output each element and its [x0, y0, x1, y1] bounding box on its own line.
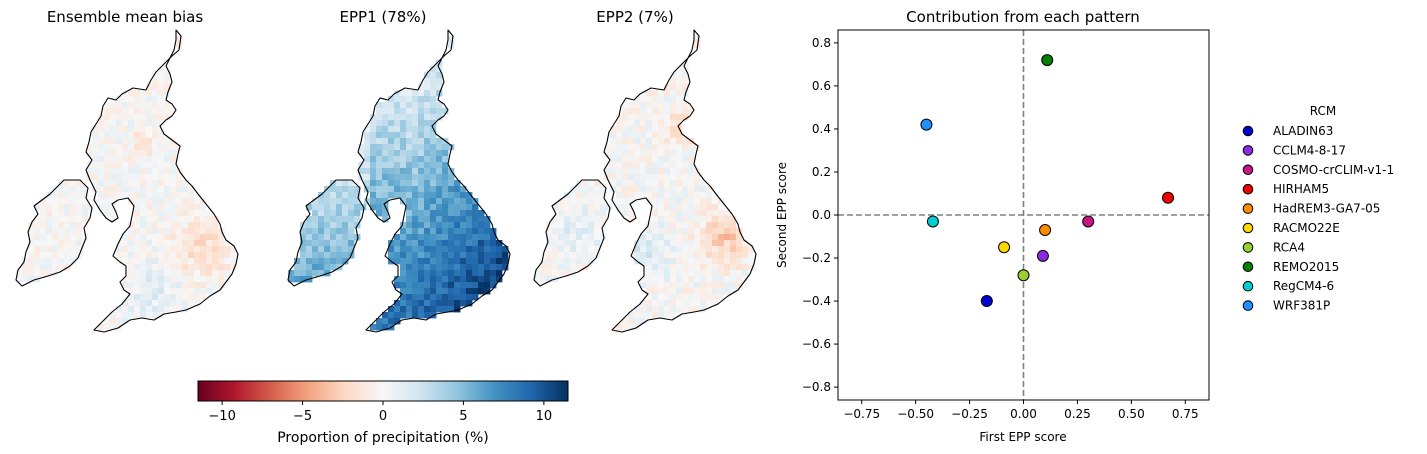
x-axis-label: First EPP score — [979, 430, 1066, 444]
scatter-axes-frame — [837, 29, 1210, 401]
x-tick-label: −0.50 — [897, 407, 934, 421]
map-title-epp1: EPP1 (78%) — [340, 8, 427, 26]
y-tick-label: 0.4 — [812, 122, 831, 136]
y-tick-label: −0.2 — [802, 251, 831, 265]
scatter-point — [1041, 54, 1054, 67]
great-britain — [603, 29, 757, 333]
legend-label: CCLM4-8-17 — [1273, 143, 1346, 157]
colorbar-label: Proportion of precipitation (%) — [277, 430, 489, 446]
scatter-point — [1162, 191, 1175, 204]
legend-label: HIRHAM5 — [1273, 182, 1329, 196]
colorbar-tick-label: −10 — [208, 409, 235, 424]
legend-label: RACMO22E — [1273, 221, 1340, 235]
scatter-point — [980, 295, 993, 308]
y-tick-label: −0.8 — [802, 380, 831, 394]
legend: RCM ALADIN63 CCLM4-8-17 COSMO-crCLIM-v1-1 H… — [1242, 104, 1394, 313]
legend-marker — [1242, 183, 1254, 195]
legend-marker — [1242, 242, 1254, 253]
ireland — [287, 179, 367, 287]
scatter-point — [998, 241, 1011, 254]
colorbar-tick-label: 5 — [459, 409, 467, 424]
legend-label: ALADIN63 — [1273, 124, 1333, 138]
scatter-panel: Contribution from each pattern −0.75 −0.5… — [775, 8, 1210, 444]
map-title-epp2: EPP2 (7%) — [596, 8, 673, 26]
legend-marker — [1242, 280, 1254, 292]
great-britain — [357, 29, 511, 333]
y-tick-label: −0.4 — [802, 294, 831, 308]
legend-marker — [1242, 145, 1254, 156]
scatter-point — [1082, 215, 1095, 228]
colorbar-tick-label: 10 — [536, 409, 553, 424]
x-tick-label: −0.25 — [951, 407, 988, 421]
scatter-point — [1017, 269, 1030, 282]
legend-marker — [1242, 261, 1254, 273]
legend-label: COSMO-crCLIM-v1-1 — [1273, 163, 1394, 177]
great-britain — [85, 29, 239, 333]
scatter-point — [920, 118, 933, 131]
colorbar-tick-label: 0 — [379, 409, 387, 424]
legend-label: HadREM3-GA7-05 — [1273, 202, 1380, 216]
y-axis-label: Second EPP score — [775, 162, 789, 268]
y-tick-label: 0.8 — [812, 36, 831, 50]
map-panel-epp1: EPP1 (78%) — [287, 8, 511, 333]
ireland — [15, 179, 95, 287]
x-tick-label: 0.25 — [1064, 407, 1091, 421]
legend-marker — [1242, 203, 1254, 214]
scatter-title: Contribution from each pattern — [906, 8, 1140, 26]
colorbar-tick-label: −5 — [293, 409, 312, 424]
legend-marker — [1242, 164, 1254, 176]
legend-marker — [1242, 300, 1254, 311]
colorbar: −10 −5 0 5 10 Proportion of precipitation (%… — [197, 380, 569, 446]
x-tick-label: −0.75 — [843, 407, 880, 421]
legend-title: RCM — [1310, 104, 1336, 118]
legend-marker — [1242, 222, 1254, 234]
y-tick-label: 0.2 — [812, 165, 831, 179]
scatter-point — [926, 215, 939, 228]
ireland — [533, 179, 613, 287]
x-tick-label: 0.00 — [1010, 407, 1037, 421]
y-tick-label: −0.6 — [802, 337, 831, 351]
map-panel-bias: Ensemble mean bias — [15, 8, 239, 333]
scatter-point — [1039, 224, 1052, 237]
legend-label: RCA4 — [1273, 240, 1305, 254]
legend-label: REMO2015 — [1273, 260, 1339, 274]
map-panel-epp2: EPP2 (7%) — [533, 8, 757, 333]
x-tick-label: 0.50 — [1118, 407, 1145, 421]
map-title-bias: Ensemble mean bias — [47, 8, 204, 26]
colorbar-gradient — [197, 380, 569, 402]
x-tick-label: 0.75 — [1172, 407, 1199, 421]
legend-marker — [1242, 125, 1254, 137]
y-tick-label: 0.0 — [812, 208, 831, 222]
legend-label: RegCM4-6 — [1273, 279, 1334, 293]
scatter-point — [1036, 249, 1049, 262]
y-tick-label: 0.6 — [812, 79, 831, 93]
map-panels: Ensemble mean bias EPP1 (78%) EPP2 (7%) — [15, 8, 757, 333]
legend-label: WRF381P — [1273, 299, 1330, 313]
